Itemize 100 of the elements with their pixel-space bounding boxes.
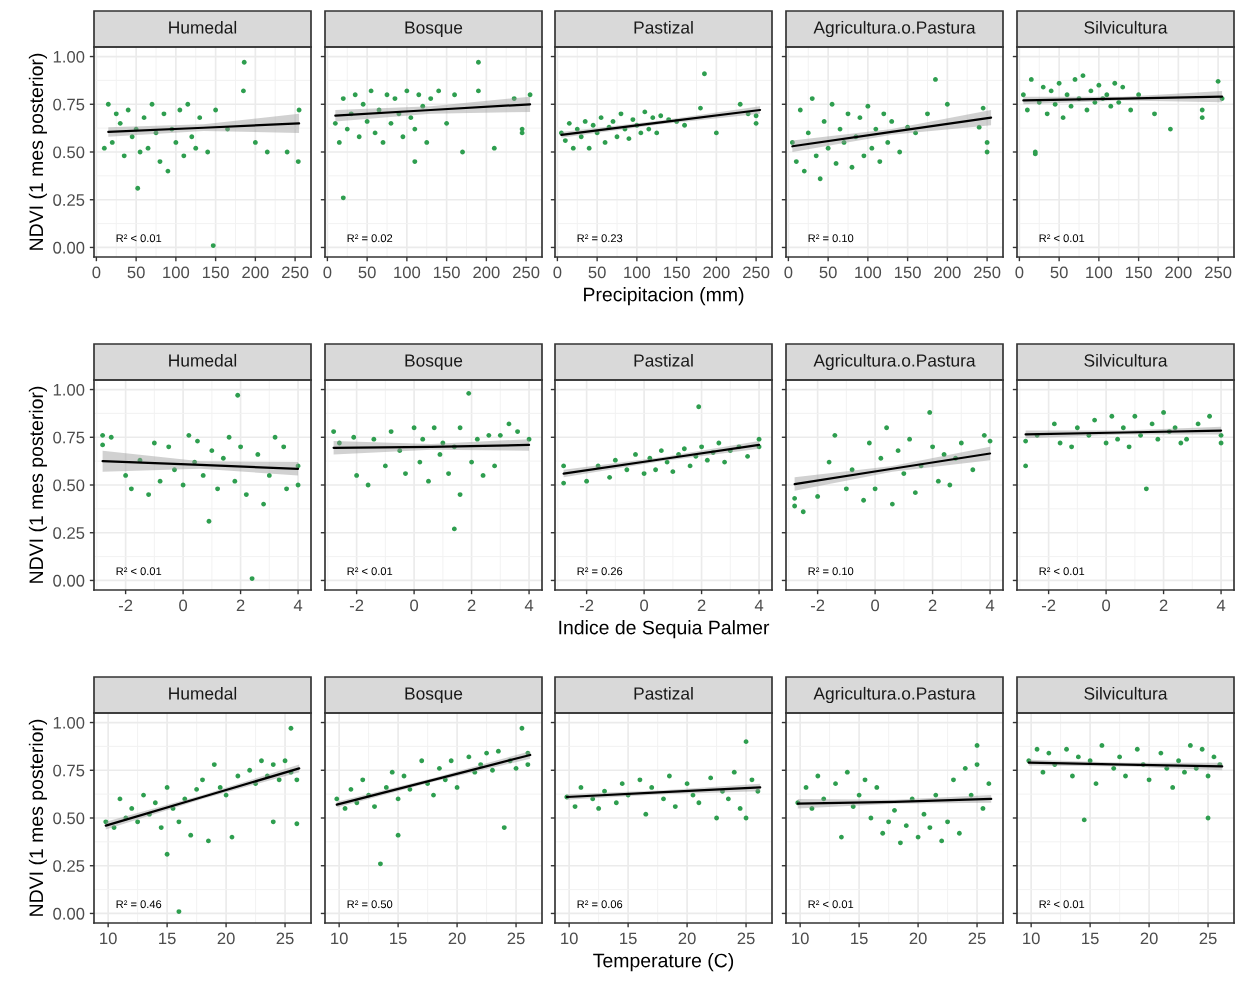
x-tick-label: 10	[792, 932, 809, 945]
x-tick-label: 15	[620, 932, 637, 945]
x-tick-label: 20	[217, 932, 235, 945]
x-tick-label: 10	[100, 932, 117, 945]
x-tick-label: 150	[433, 266, 460, 279]
x-tick-label: 4	[1216, 599, 1226, 612]
y-tick-label: 1.00	[53, 50, 85, 63]
chart-title: Humedal	[169, 353, 237, 367]
x-tick-label: 10	[1023, 932, 1040, 945]
x-tick-label: 150	[1125, 266, 1152, 279]
x-tick-label: 0	[553, 266, 562, 279]
x-tick-label: -2	[579, 599, 594, 612]
x-tick-label: 0	[92, 266, 101, 279]
x-tick-label: 10	[561, 932, 578, 945]
x-tick-label: 0	[1015, 266, 1024, 279]
x-tick-label: 15	[159, 932, 176, 945]
x-tick-label: 10	[331, 932, 348, 945]
annotation: R² < 0.01	[116, 234, 162, 243]
y-tick-label: 0.50	[53, 479, 85, 492]
y-axis-title: NDVI (1 mes posterior)	[28, 719, 47, 916]
x-tick-label: 25	[968, 932, 986, 945]
x-tick-label: 15	[1082, 932, 1099, 945]
x-tick-label: 50	[127, 266, 145, 279]
x-tick-label: 4	[524, 599, 534, 612]
y-tick-label: 0.50	[53, 146, 85, 159]
x-tick-label: 100	[624, 266, 651, 279]
annotation: R² = 0.02	[347, 234, 393, 243]
annotation: R² = 0.06	[577, 900, 623, 909]
x-tick-label: 250	[743, 266, 770, 279]
x-tick-label: 15	[851, 932, 868, 945]
x-tick-label: 0	[179, 599, 188, 612]
x-tick-label: 200	[242, 266, 269, 279]
annotation: R² < 0.01	[116, 567, 162, 576]
annotation: R² = 0.10	[808, 567, 854, 576]
y-tick-label: 0.25	[53, 860, 85, 872]
x-tick-label: 25	[1199, 932, 1217, 945]
chart-title: Pastizal	[634, 686, 693, 700]
x-tick-label: 50	[1050, 266, 1068, 279]
x-tick-label: 150	[663, 266, 690, 279]
annotation: R² = 0.26	[577, 567, 623, 576]
x-tick-label: 250	[513, 266, 540, 279]
x-tick-label: 25	[507, 932, 525, 945]
annotation: R² < 0.01	[1039, 900, 1085, 909]
chart-title: Bosque	[405, 687, 463, 704]
x-tick-label: 0	[871, 599, 880, 612]
x-tick-label: 4	[754, 599, 764, 612]
x-tick-label: 50	[819, 266, 837, 279]
annotation: R² = 0.46	[116, 900, 162, 909]
x-tick-label: 20	[909, 932, 927, 945]
y-tick-label: 0.75	[53, 98, 85, 111]
x-tick-label: 2	[1159, 599, 1168, 612]
x-tick-label: 100	[394, 266, 421, 279]
x-tick-label: 100	[1086, 266, 1113, 279]
chart-title: Bosque	[405, 21, 463, 38]
y-tick-label: 0.50	[53, 812, 85, 825]
x-tick-label: -2	[118, 599, 133, 612]
annotation: R² = 0.23	[577, 234, 623, 243]
x-tick-label: 50	[588, 266, 606, 279]
x-tick-label: 20	[448, 932, 466, 945]
y-tick-label: 0.00	[53, 241, 85, 254]
x-tick-label: 250	[282, 266, 309, 279]
x-tick-label: 2	[928, 599, 937, 612]
x-tick-label: 0	[323, 266, 332, 279]
x-tick-label: 2	[697, 599, 706, 612]
x-tick-label: -2	[1041, 599, 1056, 612]
chart-title: Silvicultura	[1084, 20, 1168, 34]
chart-title: Silvicultura	[1084, 686, 1168, 700]
x-tick-label: 200	[473, 266, 500, 279]
x-tick-label: 2	[236, 599, 245, 612]
x-tick-label: 25	[276, 932, 294, 945]
x-tick-label: 200	[703, 266, 730, 279]
x-tick-label: 20	[678, 932, 696, 945]
annotation: R² < 0.01	[808, 900, 854, 909]
x-tick-label: 100	[163, 266, 190, 279]
x-axis-title: Precipitacion (mm)	[584, 287, 744, 306]
x-tick-label: 200	[1165, 266, 1192, 279]
chart-title: Agricultura.o.Pastura	[813, 20, 976, 38]
annotation: R² = 0.10	[808, 234, 854, 243]
chart-title: Pastizal	[634, 353, 693, 367]
annotation: R² < 0.01	[1039, 567, 1085, 576]
chart-title: Humedal	[169, 686, 237, 700]
y-tick-label: 0.25	[53, 194, 85, 206]
x-tick-label: -2	[349, 599, 364, 612]
x-tick-label: 15	[390, 932, 407, 945]
y-tick-label: 0.00	[53, 574, 85, 587]
annotation: R² = 0.50	[347, 900, 393, 909]
x-axis-title: Temperature (C)	[593, 953, 734, 972]
y-tick-label: 0.75	[53, 431, 85, 444]
annotation: R² < 0.01	[1039, 234, 1085, 243]
chart-title: Pastizal	[634, 20, 693, 34]
chart-title: Bosque	[405, 354, 463, 371]
x-tick-label: 100	[855, 266, 882, 279]
x-tick-label: 0	[1102, 599, 1111, 612]
x-axis-title: Indice de Sequia Palmer	[559, 620, 770, 639]
chart-title: Silvicultura	[1084, 353, 1168, 367]
x-tick-label: 150	[202, 266, 229, 279]
x-tick-label: 250	[1205, 266, 1232, 279]
x-tick-label: 2	[467, 599, 476, 612]
x-tick-label: 200	[934, 266, 961, 279]
y-axis-title: NDVI (1 mes posterior)	[28, 386, 47, 583]
